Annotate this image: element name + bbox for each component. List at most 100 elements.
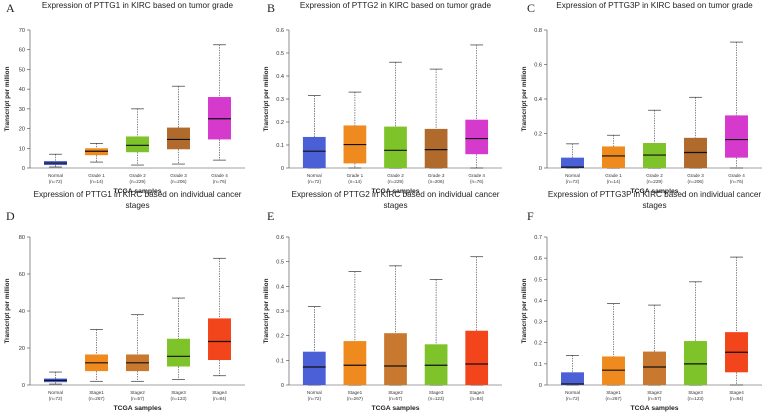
y-tick-label: 0 (539, 383, 542, 389)
box-normal: Normal(n=72) (302, 306, 326, 401)
y-axis-label: Transcript per million (263, 278, 270, 343)
box-normal: Normal(n=72) (302, 95, 326, 184)
y-axis-label: Transcript per million (521, 66, 528, 131)
box-grade-4: Grade 4(n=76) (465, 44, 489, 184)
box-body (465, 330, 489, 385)
box-stage3: Stage3(n=123) (424, 279, 448, 401)
box-body (602, 146, 625, 168)
box-stage3: Stage3(n=123) (167, 297, 190, 401)
box-grade-3: Grade 3(n=206) (684, 96, 707, 184)
box-body (384, 126, 407, 168)
category-count: (n=267) (347, 396, 363, 401)
y-tick-label: 0.8 (534, 28, 542, 34)
chart-title: Expression of PTTG1 in KIRC based on ind… (34, 190, 242, 199)
y-tick-label: 80 (19, 235, 25, 241)
panel-letter: E (267, 209, 274, 223)
category-count: (n=76) (730, 179, 744, 184)
category-label: Stage1 (89, 390, 104, 395)
box-grade-2: Grade 2(n=229) (126, 108, 149, 184)
box-stage3: Stage3(n=123) (684, 281, 707, 401)
y-tick-label: 0.6 (534, 256, 542, 262)
box-grade-2: Grade 2(n=229) (384, 61, 407, 184)
chart-title: stages (383, 201, 407, 210)
y-tick-label: 0.6 (276, 235, 284, 241)
box-body (725, 115, 748, 158)
box-stage1: Stage1(n=267) (343, 271, 367, 401)
y-tick-label: 50 (19, 67, 25, 73)
y-tick-label: 30 (19, 107, 25, 113)
panel-c: C Expression of PTTG3P in KIRC based on t… (521, 1, 762, 195)
box-body (424, 344, 448, 385)
category-count: (n=72) (49, 179, 63, 184)
category-label: Stage3 (429, 390, 444, 395)
category-label: Grade 2 (129, 173, 146, 178)
box-grade-2: Grade 2(n=229) (643, 109, 666, 184)
category-label: Stage4 (469, 390, 484, 395)
y-tick-label: 60 (19, 272, 25, 278)
category-count: (n=206) (171, 179, 187, 184)
category-label: Stage2 (130, 390, 145, 395)
y-tick-label: 0.1 (534, 362, 542, 368)
y-tick-label: 0.3 (276, 97, 284, 103)
box-body (643, 351, 666, 385)
x-axis-label: TCGA samples (371, 188, 419, 195)
y-tick-label: 0.4 (276, 284, 284, 290)
category-count: (n=84) (470, 396, 484, 401)
box-normal: Normal(n=72) (44, 371, 67, 401)
box-body (384, 333, 407, 385)
box-body (302, 351, 326, 385)
category-label: Grade 3 (428, 173, 445, 178)
box-body (465, 119, 489, 155)
box-body (424, 128, 448, 168)
box-stage2: Stage2(n=57) (643, 304, 666, 401)
panel-letter: B (267, 1, 275, 15)
y-tick-label: 60 (19, 48, 25, 54)
category-count: (n=72) (566, 179, 580, 184)
panel-letter: A (6, 1, 15, 15)
y-tick-label: 0.2 (276, 334, 284, 340)
box-grade-3: Grade 3(n=206) (424, 68, 448, 184)
y-tick-label: 40 (19, 309, 25, 315)
box-stage2: Stage2(n=57) (384, 265, 407, 401)
category-count: (n=72) (308, 396, 322, 401)
chart-title: Expression of PTTG3P in KIRC based on in… (548, 190, 762, 199)
category-count: (n=57) (131, 396, 145, 401)
y-tick-label: 0.2 (276, 120, 284, 126)
box-normal: Normal(n=72) (44, 153, 67, 184)
category-label: Grade 1 (88, 173, 105, 178)
x-axis-label: TCGA samples (630, 188, 678, 195)
box-body (167, 338, 190, 367)
box-body (302, 136, 326, 168)
category-count: (n=267) (89, 396, 105, 401)
y-tick-label: 0.7 (534, 235, 542, 241)
box-grade-1: Grade 1(n=14) (602, 134, 625, 184)
category-count: (n=206) (428, 179, 444, 184)
panel-letter: D (6, 209, 15, 223)
category-label: Stage1 (606, 390, 621, 395)
box-grade-1: Grade 1(n=14) (85, 143, 108, 184)
category-label: Grade 3 (687, 173, 704, 178)
y-tick-label: 0.4 (276, 74, 284, 80)
category-label: Normal (307, 390, 322, 395)
category-count: (n=267) (606, 396, 622, 401)
category-count: (n=206) (688, 179, 704, 184)
y-tick-label: 0.5 (276, 51, 284, 57)
category-count: (n=123) (428, 396, 444, 401)
category-label: Stage2 (388, 390, 403, 395)
category-label: Grade 3 (170, 173, 187, 178)
category-count: (n=14) (607, 179, 621, 184)
x-axis-label: TCGA samples (113, 405, 161, 412)
y-tick-label: 0.5 (534, 277, 542, 283)
box-stage4: Stage4(n=84) (465, 256, 489, 401)
box-body (343, 341, 367, 385)
chart-title: Expression of PTTG3P in KIRC based on tu… (556, 1, 753, 10)
category-count: (n=14) (90, 179, 104, 184)
x-axis-label: TCGA samples (371, 405, 419, 412)
box-grade-4: Grade 4(n=76) (725, 41, 748, 184)
category-label: Stage3 (171, 390, 186, 395)
x-axis-label: TCGA samples (113, 188, 161, 195)
y-tick-label: 0.3 (534, 320, 542, 326)
category-label: Grade 4 (468, 173, 485, 178)
category-count: (n=84) (730, 396, 744, 401)
